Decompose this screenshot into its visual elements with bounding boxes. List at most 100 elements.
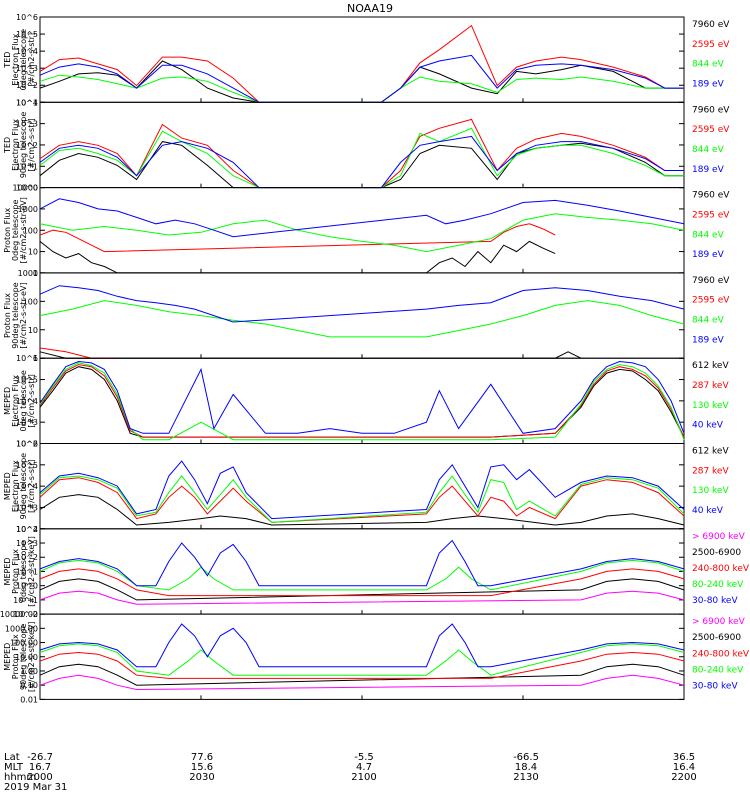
series-line: [39, 300, 685, 338]
series-line: [39, 360, 685, 434]
legend-entry: 7960 eV: [692, 276, 730, 286]
y-axis-title-line: 0deg telescope: [11, 199, 20, 260]
legend-entry: 30-80 keV: [692, 596, 738, 606]
footer-row-label-mlt: MLT: [4, 762, 24, 773]
legend-entry: 189 eV: [692, 335, 725, 345]
y-tick-label: 10^3: [16, 503, 38, 512]
footer-lat-4: 36.5: [673, 752, 695, 763]
y-tick-label: 10^5: [16, 376, 38, 385]
footer-row-label-hhmm: hhmm: [4, 772, 36, 783]
series-line: [39, 559, 685, 591]
y-tick-label: 10^2: [16, 553, 38, 562]
series-line: [39, 54, 684, 103]
legend-entry: 2500-6900: [692, 633, 741, 643]
y-tick-label: 10000.00: [0, 610, 38, 619]
y-tick-label: 10^0: [16, 582, 38, 591]
y-axis-title-line: 90deg telescope: [19, 623, 28, 690]
y-tick-label: 100: [23, 226, 38, 235]
footer-hhmm-4: 2200: [671, 772, 696, 783]
legend-entry: 7960 eV: [692, 105, 730, 115]
legend-entry: > 6900 keV: [692, 617, 746, 627]
y-tick-label: 10^3: [16, 64, 38, 73]
y-tick-label: 10^1: [16, 567, 38, 576]
series-line: [39, 651, 685, 679]
panel-frame: [39, 16, 685, 103]
y-tick-label: 10: [28, 248, 38, 257]
series-line: [39, 643, 685, 676]
footer-lat-0: -26.7: [27, 752, 53, 763]
y-axis-title-line: MEPED: [3, 557, 12, 585]
y-tick-label: 10^-2: [13, 610, 38, 619]
legend-entry: 287 keV: [692, 381, 729, 391]
series-line: [39, 494, 685, 526]
legend-entry: 2595 eV: [692, 125, 730, 135]
y-axis-title-line: 90deg telescope: [19, 453, 28, 520]
series-line: [39, 460, 685, 520]
y-tick-label: 10^1: [16, 98, 38, 107]
legend-entry: 30-80 keV: [692, 681, 738, 691]
series-line: [39, 198, 685, 238]
y-axis-title-line: [#/cm2-s-str]: [27, 118, 36, 171]
y-axis-title-line: [#/cm2-s-str]: [27, 374, 36, 427]
y-tick-label: 10^3: [16, 539, 38, 548]
footer-row-label-lat: Lat: [4, 752, 20, 763]
panel-frame: [39, 528, 685, 615]
series-line: [39, 623, 685, 668]
y-tick-label: 1000: [18, 269, 38, 278]
footer-lat-1: 77.6: [191, 752, 213, 763]
panel-frame: [39, 272, 685, 359]
y-axis-title: Proton Flux0deg telescope[#/cm2-s-str-eV…: [3, 197, 28, 263]
panel-7: 0.01 0.10 1.00 10.00 100.00 1000.00 10000.00 ME…: [0, 610, 750, 704]
legend-entry: 189 eV: [692, 250, 725, 260]
y-tick-label: 1000: [18, 205, 38, 214]
legend-entry: 189 eV: [692, 165, 725, 175]
footer-hhmm-1: 2030: [189, 772, 214, 783]
chart-title: NOAA19: [347, 2, 393, 15]
y-tick-label: 1: [33, 269, 38, 278]
y-tick-label: 1000.00: [5, 624, 38, 633]
legend-entry: 40 keV: [692, 506, 724, 516]
legend-entry: 40 keV: [692, 421, 724, 431]
series-line: [39, 475, 685, 523]
legend-entry: 7960 eV: [692, 20, 730, 30]
y-tick-label: 10^2: [16, 81, 38, 90]
y-tick-label: 10^1: [16, 162, 38, 171]
legend-entry: 2595 eV: [692, 210, 730, 220]
legend-entry: 844 eV: [692, 145, 725, 155]
series-line: [39, 24, 684, 103]
y-tick-label: 10^-1: [13, 596, 38, 605]
series-line: [39, 285, 685, 323]
y-axis-title-line: 0deg telescope: [19, 541, 28, 602]
legend-entry: 612 keV: [692, 361, 729, 371]
footer-lat-2: -5.5: [354, 752, 374, 763]
legend-entry: 189 eV: [692, 80, 725, 90]
y-axis-title-line: MEPED: [3, 387, 12, 415]
series-line: [39, 223, 556, 253]
y-tick-label: 10^0: [16, 184, 38, 193]
legend-entry: 7960 eV: [692, 191, 730, 201]
y-tick-label: 10^5: [16, 461, 38, 470]
panel-1: 10^0 10^1 10^2 10^3 10^4 TEDElectron Flux90de…: [3, 98, 730, 192]
footer-date: 2019 Mar 31: [4, 782, 67, 793]
y-tick-label: 100.00: [10, 639, 38, 648]
y-axis-title: MEPEDElectron Flux90deg telescope[#/cm2-…: [3, 453, 36, 520]
y-tick-label: 10^4: [16, 397, 38, 406]
y-axis-title-line: Electron Flux: [11, 33, 20, 85]
footer-hhmm-2: 2100: [351, 772, 376, 783]
y-axis-title: Proton Flux90deg telescope[#/cm2-s-str-e…: [3, 282, 28, 349]
y-axis-title-line: Electron Flux: [11, 460, 20, 512]
series-line: [39, 578, 685, 601]
series-line: [39, 477, 685, 523]
series-line: [39, 141, 684, 189]
panel-frame: [39, 613, 685, 700]
y-tick-label: 0.01: [20, 695, 38, 704]
y-axis-title: MEPEDProton Flux90deg telescope[#/cm2-s-…: [3, 621, 36, 692]
legend-entry: 2500-6900: [692, 548, 741, 558]
y-tick-label: 10^2: [16, 525, 38, 534]
y-tick-label: 10^6: [16, 354, 38, 363]
y-tick-label: 10^6: [16, 440, 38, 449]
y-tick-label: 10^4: [16, 47, 38, 56]
footer-axis-labels: Lat MLT hhmm 2019 Mar 31 -26.7 16.7 2000…: [4, 752, 697, 793]
footer-lat-3: -66.5: [513, 752, 539, 763]
